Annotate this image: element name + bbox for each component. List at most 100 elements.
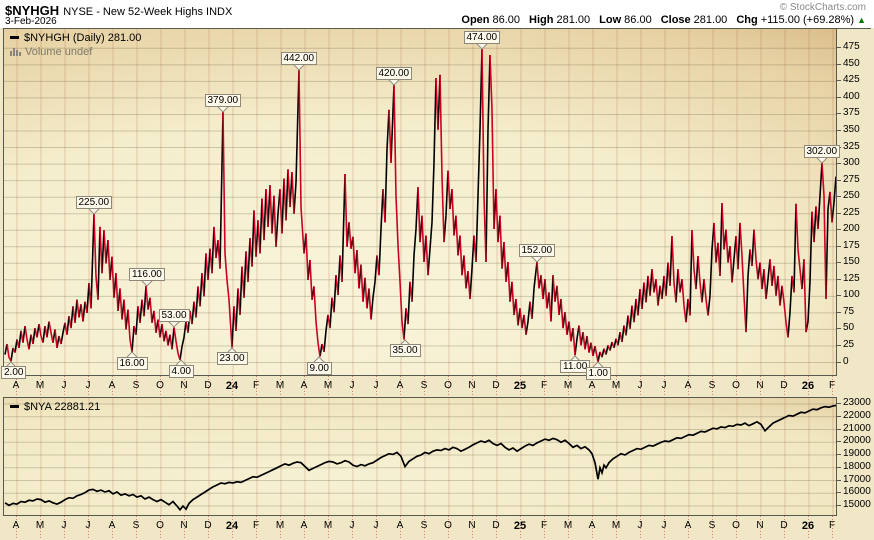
y-tick-label: 250 [843,190,860,201]
month-label: F [540,380,548,391]
annotation-callout: 35.00 [389,344,421,358]
y-tick-dash [837,97,841,98]
month-label: J [661,520,667,531]
month-tickline [256,376,257,397]
month-tickline [136,376,137,397]
month-label: S [708,380,716,391]
month-label: N [180,520,188,531]
month-tickline [520,516,521,538]
month-label: M [611,380,621,391]
month-label: M [323,520,333,531]
month-tickline [760,376,761,397]
month-tickline [400,376,401,397]
month-label: J [85,380,91,391]
y-tick-label: 350 [843,124,860,135]
month-label: A [396,380,404,391]
annotation-callout: 53.00 [158,309,190,323]
y-tick-dash [837,454,841,455]
annotation-callout: 9.00 [306,361,332,375]
month-label: N [756,520,764,531]
y-tick-label: 25 [843,339,855,350]
y-tick-dash [837,312,841,313]
month-label: A [108,520,116,531]
annotation-callout: 116.00 [129,267,165,281]
y-tick-label: 20000 [843,435,871,446]
month-label: A [12,380,20,391]
month-label: D [492,380,500,391]
month-tickline [376,376,377,397]
y-tick-dash [837,163,841,164]
y-tick-dash [837,196,841,197]
month-label: S [420,520,428,531]
y-tick-dash [837,492,841,493]
high-value: 281.00 [556,14,591,26]
annotation-callout: 442.00 [280,52,318,66]
y-tick-label: 15000 [843,499,871,510]
close-label: Close [660,14,691,26]
month-label: N [180,380,188,391]
month-tickline [376,516,377,538]
month-tickline [88,376,89,397]
y-tick-dash [837,113,841,114]
y-tick-label: 425 [843,74,860,85]
month-label: M [275,520,285,531]
y-tick-dash [837,246,841,247]
y-tick-label: 300 [843,157,860,168]
volume-legend-text: Volume undef [25,46,93,58]
month-tickline [136,516,137,538]
month-tickline [40,376,41,397]
month-label: J [373,520,379,531]
y-tick-dash [837,130,841,131]
symbol-description: NYSE - New 52-Week Highs INDX [63,6,233,18]
month-label: J [61,520,67,531]
month-tickline [328,516,329,538]
month-label: S [132,520,140,531]
open-value: 86.00 [492,14,521,26]
ohlc-quote-row: Open 86.00 High 281.00 Low 86.00 Close 281.00 Ch… [461,14,866,26]
main-price-plot: $NYHGH (Daily) 281.00 Volume undef 2.00 2… [1,28,841,380]
month-tickline [352,516,353,538]
y-tick-label: 100 [843,289,860,300]
y-tick-label: 75 [843,306,855,317]
month-label: A [300,380,308,391]
month-label: J [661,380,667,391]
y-tick-dash [837,64,841,65]
month-label: J [373,380,379,391]
annotation-callout: 2.00 [1,366,27,380]
main-legend: $NYHGH (Daily) 281.00 [10,32,141,44]
y-tick-dash [837,467,841,468]
volume-legend: Volume undef [10,46,92,58]
year-label: 24 [225,520,239,532]
annotation-callout: 16.00 [116,356,148,370]
month-tickline [280,516,281,538]
month-tickline [784,516,785,538]
month-tickline [664,516,665,538]
y-tick-dash [837,345,841,346]
annotation-callout: 152.00 [518,243,556,257]
annotation-callout: 225.00 [75,195,113,209]
y-tick-dash [837,47,841,48]
open-label: Open [461,14,490,26]
month-label: J [349,380,355,391]
month-tickline [16,516,17,538]
month-label: M [275,380,285,391]
month-label: A [684,520,692,531]
month-tickline [640,516,641,538]
month-tickline [688,376,689,397]
y-tick-dash [837,262,841,263]
y-tick-label: 375 [843,107,860,118]
month-tickline [592,516,593,538]
month-label: F [828,380,836,391]
month-label: O [444,520,452,531]
month-label: A [588,520,596,531]
month-label: M [35,380,45,391]
month-tickline [352,376,353,397]
year-label: 26 [801,380,815,392]
year-label: 25 [513,380,527,392]
month-label: D [204,520,212,531]
month-tickline [232,516,233,538]
nya-overlay-plot: $NYA 22881.21 [3,397,837,516]
month-tickline [640,376,641,397]
month-label: D [204,380,212,391]
month-label: S [420,380,428,391]
